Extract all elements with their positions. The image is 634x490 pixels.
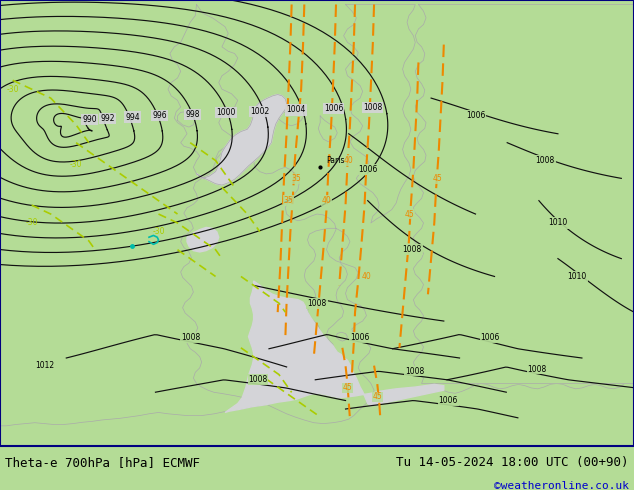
Text: 1012: 1012 [35,361,54,370]
Text: Paris: Paris [326,156,344,165]
Text: 1010: 1010 [548,219,567,227]
Polygon shape [187,227,219,252]
Text: 40: 40 [344,156,354,165]
Text: 998: 998 [186,110,200,119]
Text: 994: 994 [126,113,140,122]
Polygon shape [304,228,350,357]
Text: 1006: 1006 [439,396,458,405]
Text: 1006: 1006 [324,104,343,113]
Text: 1002: 1002 [250,107,269,116]
Text: 45: 45 [404,210,415,219]
Text: 1004: 1004 [286,105,306,114]
Text: ©weatheronline.co.uk: ©weatheronline.co.uk [494,481,629,490]
Text: 35: 35 [283,196,294,205]
Text: 992: 992 [100,114,115,123]
Text: 1008: 1008 [181,333,200,342]
Text: 1008: 1008 [405,367,424,376]
Polygon shape [318,116,337,142]
Polygon shape [0,377,634,446]
Text: 35: 35 [292,174,302,183]
Text: 40: 40 [321,196,332,205]
Text: 45: 45 [342,384,353,392]
Text: 1008: 1008 [307,299,327,308]
Text: -30: -30 [25,219,38,227]
Text: 990: 990 [82,115,97,124]
Text: 1008: 1008 [249,375,268,384]
Text: 1006: 1006 [466,111,485,121]
Text: 996: 996 [153,111,167,120]
Polygon shape [336,332,347,341]
Text: 1006: 1006 [358,165,377,174]
Text: Tu 14-05-2024 18:00 UTC (00+90): Tu 14-05-2024 18:00 UTC (00+90) [396,456,629,469]
Polygon shape [168,4,238,183]
Text: Theta-e 700hPa [hPa] ECMWF: Theta-e 700hPa [hPa] ECMWF [5,456,200,469]
Polygon shape [178,112,195,127]
Polygon shape [344,4,415,223]
Polygon shape [274,106,304,126]
Text: 40: 40 [361,272,372,281]
Text: 45: 45 [373,392,383,401]
Polygon shape [181,134,374,423]
Text: -30: -30 [70,161,82,170]
Polygon shape [225,281,444,413]
Text: 1008: 1008 [363,103,382,112]
Text: -30: -30 [152,227,165,236]
Text: 1006: 1006 [350,333,370,342]
Text: 1010: 1010 [567,272,586,281]
Text: -30: -30 [6,85,19,94]
Text: 1000: 1000 [216,108,235,117]
Polygon shape [413,4,634,384]
Text: 1008: 1008 [403,245,422,254]
Text: 1008: 1008 [527,365,547,374]
Text: 1006: 1006 [481,333,500,342]
Text: 1008: 1008 [536,156,555,165]
Text: 45: 45 [432,174,443,183]
Polygon shape [197,95,287,185]
